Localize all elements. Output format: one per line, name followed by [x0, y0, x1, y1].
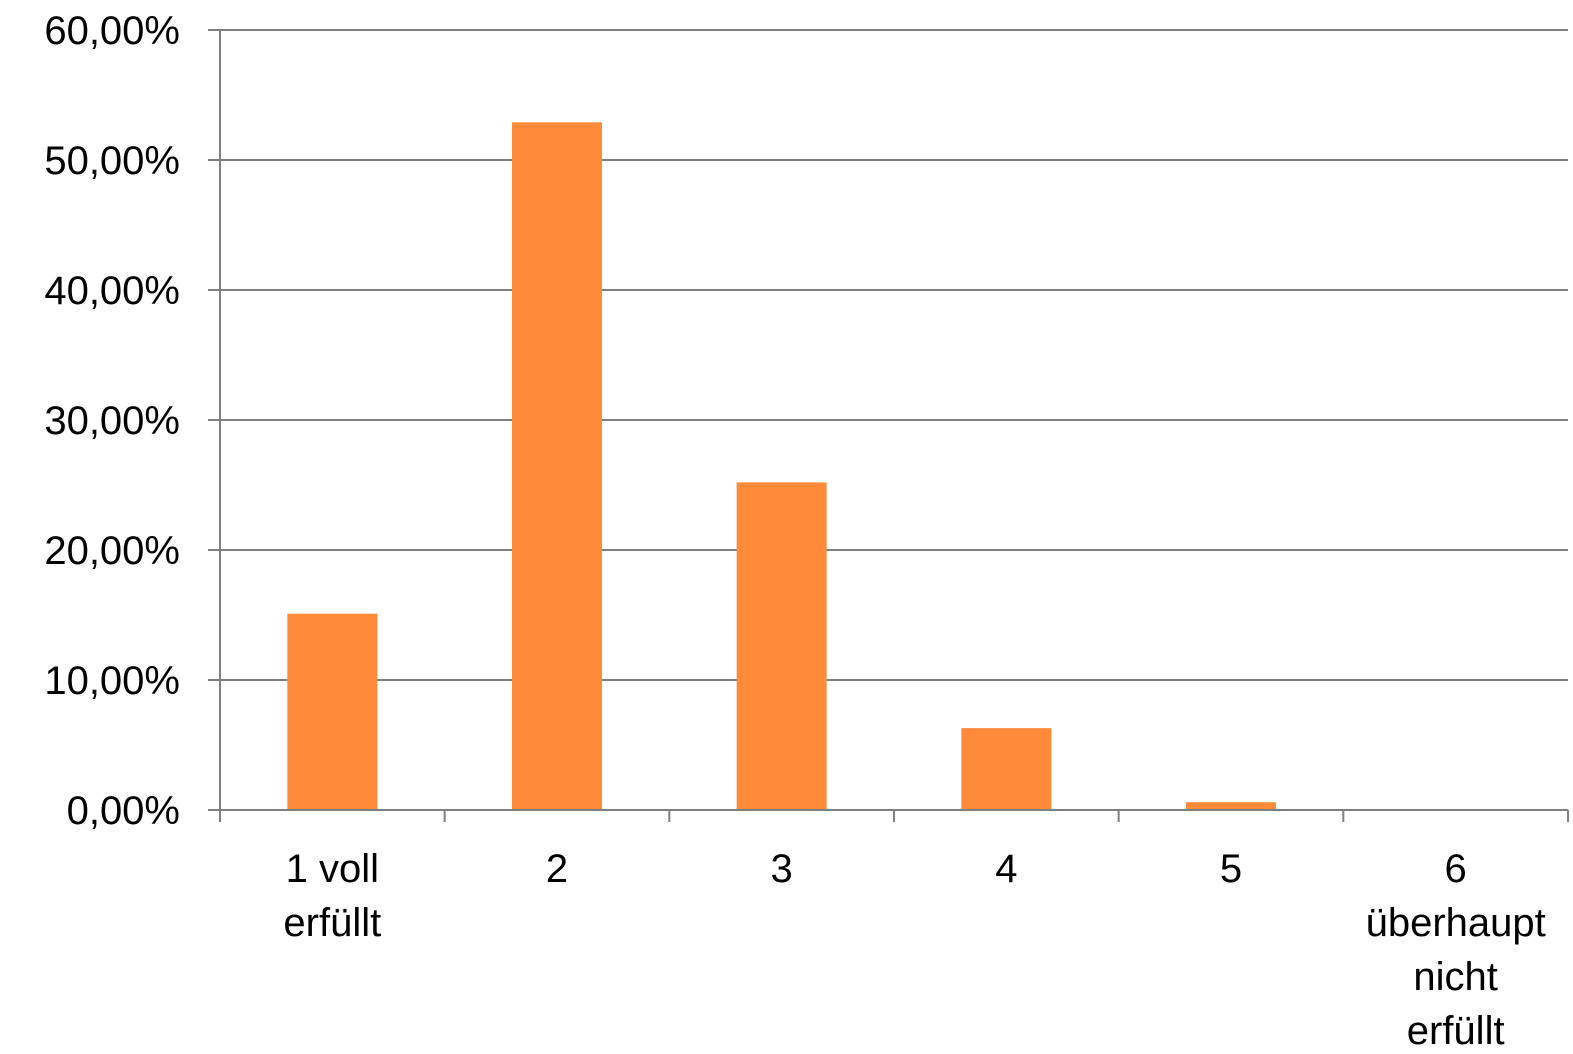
x-category-label-line: 1 voll	[286, 847, 379, 891]
bar	[287, 613, 378, 810]
axes	[208, 29, 1569, 822]
x-category-label: 2	[546, 847, 568, 891]
x-category-labels: 1 voll erfüllt 2 3 4 5 6 überhaupt nicht erfüllt	[283, 847, 1545, 1053]
x-category-label-line: 6	[1445, 847, 1467, 891]
x-category-label-line: erfüllt	[283, 901, 381, 945]
gridlines	[220, 29, 1568, 681]
y-tick-label: 10,00%	[44, 659, 180, 703]
x-category-label: 1 voll erfüllt	[283, 847, 381, 945]
x-category-label-line: 2	[546, 847, 568, 891]
x-category-label: 4	[995, 847, 1017, 891]
bar	[1186, 802, 1276, 810]
y-tick-label: 30,00%	[44, 399, 180, 443]
y-tick-labels: 0,00% 10,00% 20,00% 30,00% 40,00% 50,00% 60,00…	[44, 9, 180, 833]
x-category-label: 5	[1220, 847, 1242, 891]
x-category-label-line: 3	[771, 847, 793, 891]
y-tick-label: 0,00%	[67, 789, 180, 833]
x-category-label-line: überhaupt	[1366, 901, 1546, 945]
x-category-label-line: 5	[1220, 847, 1242, 891]
x-category-label-line: erfüllt	[1407, 1009, 1505, 1053]
bars	[287, 122, 1276, 811]
x-category-label-line: nicht	[1413, 955, 1498, 999]
x-category-label: 3	[771, 847, 793, 891]
bar	[961, 728, 1052, 810]
bar	[736, 482, 827, 810]
y-tick-label: 60,00%	[44, 9, 180, 53]
y-tick-label: 50,00%	[44, 139, 180, 183]
x-category-label-line: 4	[995, 847, 1017, 891]
x-category-label: 6 überhaupt nicht erfüllt	[1366, 847, 1546, 1053]
y-tick-label: 20,00%	[44, 529, 180, 573]
y-tick-label: 40,00%	[44, 269, 180, 313]
bar	[512, 122, 602, 811]
